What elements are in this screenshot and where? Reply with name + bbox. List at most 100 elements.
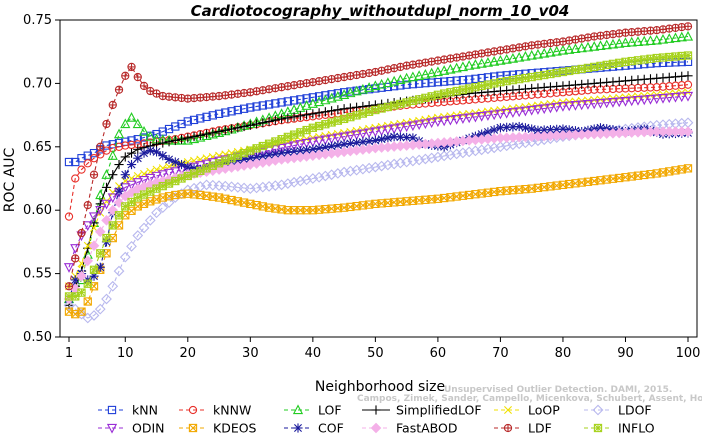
data-point [414, 79, 424, 88]
data-point [314, 92, 324, 101]
legend-item-simplifiedlof: SimplifiedLOF [362, 403, 482, 418]
data-point [421, 78, 430, 88]
data-point [426, 67, 437, 78]
data-point [540, 39, 549, 48]
data-point [351, 130, 362, 141]
data-point [670, 92, 681, 103]
y-tick-label: 0.50 [23, 330, 52, 345]
data-point [220, 125, 230, 135]
x-tick-label: 40 [305, 346, 322, 361]
legend-marker [188, 423, 198, 433]
data-point [482, 57, 494, 67]
series-inflo [64, 51, 693, 301]
data-point [308, 109, 318, 119]
data-point [657, 33, 669, 44]
data-point [451, 115, 462, 125]
data-point [388, 158, 400, 170]
x-tick-label: 10 [117, 346, 134, 361]
data-point [270, 115, 280, 125]
legend-label: LOF [318, 403, 342, 418]
data-point [551, 102, 562, 113]
data-point [107, 193, 118, 204]
legend-label: ODIN [132, 421, 165, 434]
data-point [413, 154, 425, 166]
data-point [113, 265, 125, 277]
data-point [83, 159, 92, 168]
data-point [507, 52, 519, 63]
watermark-line-1: Unsupervised Outlier Detection. DAMI, 20… [444, 385, 672, 395]
data-point [514, 121, 524, 132]
data-point [620, 97, 631, 107]
data-point [401, 72, 412, 83]
watermark-line-2: Campos, Zimek, Sander, Campello, Micenko… [357, 394, 702, 404]
legend-item-ldf: LDF [494, 421, 552, 434]
data-point [233, 105, 242, 115]
data-point [501, 140, 513, 152]
data-point [196, 114, 205, 123]
data-point [595, 123, 606, 133]
data-point [102, 119, 111, 129]
legend-label: COF [318, 421, 344, 434]
data-point [64, 212, 74, 221]
data-point [545, 125, 556, 135]
data-point [320, 94, 331, 105]
data-point [282, 142, 293, 153]
data-point [77, 165, 86, 174]
data-point [432, 117, 444, 128]
data-point [83, 241, 92, 250]
data-point [301, 100, 312, 110]
data-point [283, 113, 293, 123]
data-point [258, 118, 268, 128]
data-point [121, 141, 130, 150]
data-point [63, 263, 75, 273]
data-point [132, 118, 143, 129]
data-point [489, 110, 500, 121]
data-point [645, 94, 656, 105]
data-point [357, 129, 368, 140]
data-point [407, 121, 418, 132]
data-point [451, 148, 463, 160]
data-point [233, 123, 243, 133]
x-tick-label: 60 [430, 346, 447, 361]
data-point [527, 124, 537, 134]
data-point [440, 77, 449, 86]
data-point [313, 136, 325, 147]
data-point [495, 141, 506, 153]
data-point [189, 132, 199, 142]
data-point [589, 41, 600, 51]
x-tick-label: 100 [676, 346, 701, 361]
data-point [338, 166, 350, 178]
data-point [646, 83, 655, 92]
data-point [476, 144, 488, 156]
data-point [171, 122, 180, 131]
data-point [326, 134, 337, 145]
legend-item-cof: COF [284, 421, 344, 434]
data-point [345, 103, 355, 113]
legend-marker [503, 423, 513, 433]
data-point [163, 168, 175, 179]
legend-item-kdeos: KDEOS [179, 421, 257, 434]
data-point [214, 126, 224, 137]
data-point [595, 40, 606, 51]
data-point [89, 170, 99, 179]
data-point [77, 154, 86, 163]
data-point [407, 71, 418, 82]
data-point [576, 42, 587, 53]
data-point [294, 175, 306, 187]
data-point [101, 293, 112, 305]
data-point [145, 173, 156, 184]
data-point [402, 80, 411, 89]
data-point [227, 107, 236, 116]
data-point [188, 182, 200, 194]
data-point [138, 126, 150, 136]
x-tick-label: 50 [367, 346, 384, 361]
data-point [357, 163, 369, 175]
data-point [195, 130, 205, 140]
data-point [389, 132, 399, 142]
data-point [107, 150, 118, 160]
data-point [183, 117, 192, 126]
data-point [527, 72, 536, 82]
data-point [464, 113, 475, 124]
data-point [632, 36, 644, 46]
data-point [495, 109, 506, 120]
